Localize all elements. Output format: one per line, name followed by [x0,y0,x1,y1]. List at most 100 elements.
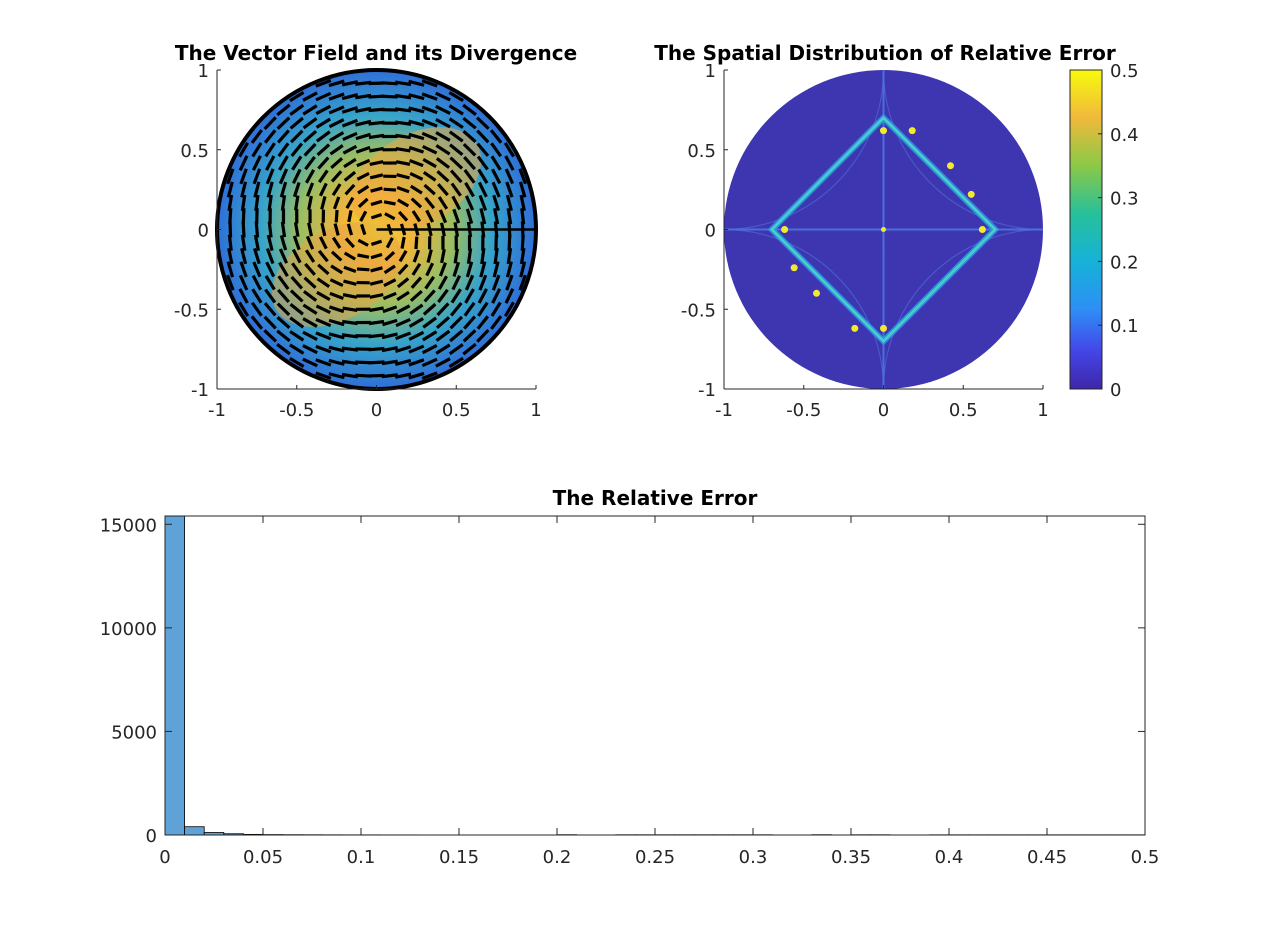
vector-arrow [435,131,451,142]
vector-arrow [409,158,424,168]
vector-field-y-tick-label: -0.5 [174,300,209,321]
vector-arrow [462,329,477,343]
vector-arrow [394,107,412,113]
vector-arrow [476,155,489,171]
vector-arrow [421,79,438,88]
vector-arrow [276,343,291,356]
vector-arrow [252,261,262,278]
vector-arrow [291,155,303,171]
vector-arrow [478,194,488,211]
vector-arrow [333,223,340,236]
vector-arrow [238,142,250,158]
vector-arrow [381,345,398,353]
vector-arrow [250,315,264,330]
vector-arrow [356,171,370,181]
histogram-axes: 0 0.05 0.1 0.15 0.2 0.25 0.3 0.35 0.4 0.45 0.5 0 500… [100,515,1160,868]
vector-arrow [328,305,345,314]
vector-arrow [489,129,503,144]
vector-arrow [289,129,304,144]
vector-arrow [492,194,501,212]
histogram-x-tick-label: 0.5 [1131,847,1160,868]
vector-arrow [226,261,235,278]
vector-arrow [435,357,451,368]
vector-arrow [304,155,316,171]
error-hotspot [908,127,916,135]
vector-arrow [395,317,411,328]
vector-arrow [506,208,513,225]
vector-arrow [265,155,276,171]
vector-arrow [408,93,425,101]
vector-arrow [408,106,425,114]
error-center-hotspot [881,227,886,232]
vector-arrow [476,315,490,330]
vector-arrow [435,329,451,342]
vector-arrow [291,248,302,264]
vector-arrow [384,212,396,221]
vector-arrow [370,186,383,193]
vector-arrow [435,118,451,129]
vector-arrow [289,116,304,130]
vector-arrow [395,331,412,341]
vector-arrow [266,181,274,198]
vector-arrow [315,371,332,380]
vector-arrow [238,288,249,304]
vector-arrow [503,142,515,158]
vector-arrow [263,129,277,144]
error-map-x-tick-label: 0 [878,400,889,421]
vector-arrow [424,196,436,210]
vector-arrow [437,275,448,290]
vector-arrow [408,344,425,354]
vector-arrow [341,80,359,87]
histogram-bars [164,515,1146,836]
vector-arrow [328,105,345,115]
error-hotspot [781,226,789,233]
vector-arrow [397,198,410,208]
vector-arrow [449,169,463,184]
vector-arrow [381,318,398,327]
vector-arrow [355,145,371,154]
vector-arrow [369,306,384,313]
vector-arrow [395,160,411,166]
vector-arrow [426,249,433,263]
vector-arrow [251,288,263,304]
vector-arrow [320,222,327,237]
vector-arrow [452,261,461,278]
vector-arrow [440,248,446,264]
vector-arrow [315,304,331,315]
vector-arrow [477,181,488,198]
vector-arrow [291,262,303,277]
vector-arrow [462,142,477,157]
vector-arrow [342,319,358,326]
histogram-x-tick-label: 0.05 [243,847,283,868]
vector-arrow [227,194,234,212]
vector-field-title: The Vector Field and its Divergence [175,41,577,65]
histogram-axes-box [164,515,1146,836]
vector-arrow [503,301,515,317]
histogram-panel: The Relative Error 0 0.05 0.1 0.15 0.2 0.25 0.… [100,486,1160,868]
vector-arrow [316,290,331,301]
vector-arrow [302,104,318,116]
vector-arrow [437,288,449,304]
vector-arrow [342,131,358,142]
vector-arrow [421,105,438,115]
vector-arrow [331,183,342,197]
vector-arrow [315,317,332,328]
vector-arrow [264,142,276,158]
vector-arrow [478,274,488,291]
vector-arrow [343,157,357,169]
vector-arrow [356,158,371,168]
histogram-x-tick-label: 0.35 [831,847,871,868]
vector-arrow [397,263,409,276]
vector-arrow [291,168,302,184]
vector-arrow [277,142,290,158]
vector-arrow [318,236,328,250]
vector-arrow [422,330,438,342]
vector-arrow [383,278,397,288]
vector-arrow [302,117,318,130]
vector-arrow [302,330,318,341]
vector-arrow [394,80,412,87]
vector-arrow [331,236,342,249]
vector-arrow [464,274,475,291]
vector-arrow [328,318,345,327]
vector-arrow [476,129,490,144]
